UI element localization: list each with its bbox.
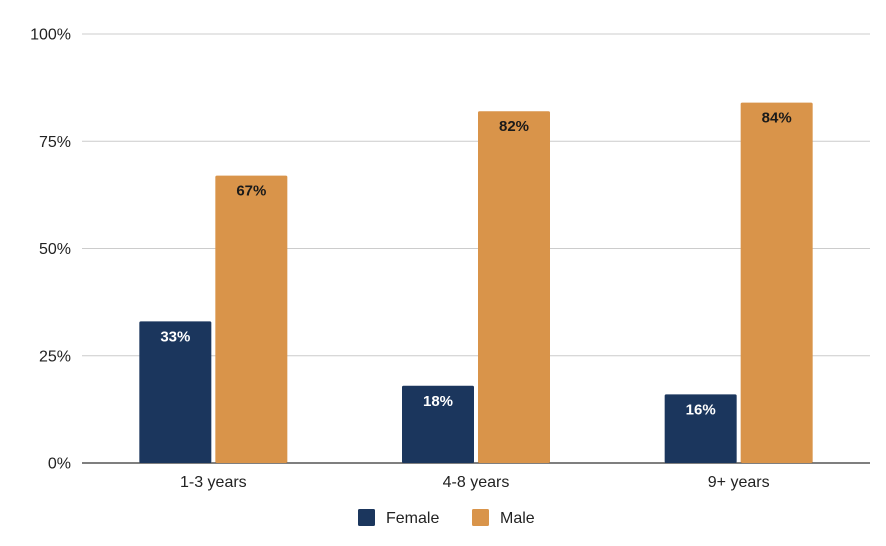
bar-female (139, 321, 212, 463)
gridlines (82, 33, 870, 464)
legend-swatch-female (358, 509, 375, 526)
legend-swatch-male (472, 509, 489, 526)
bar-data-label: 67% (236, 183, 266, 200)
x-category-label: 4-8 years (443, 474, 510, 491)
bar-data-label: 84% (762, 110, 792, 127)
bar-data-labels: 33% 67% 18% 82% 16% 84% (160, 110, 791, 419)
bars (139, 102, 813, 463)
bar-female (664, 394, 737, 463)
y-tick-label: 0% (48, 456, 71, 473)
bar-data-label: 33% (160, 328, 190, 345)
y-tick-label: 75% (39, 134, 71, 151)
x-category-label: 9+ years (708, 474, 770, 491)
y-tick-label: 50% (39, 241, 71, 258)
x-axis-category-labels: 1-3 years 4-8 years 9+ years (180, 474, 770, 491)
legend: Female Male (358, 509, 535, 527)
bar-data-label: 82% (499, 118, 529, 135)
legend-label-female: Female (386, 510, 439, 527)
y-axis-tick-labels: 0% 25% 50% 75% 100% (30, 27, 71, 473)
bar-data-label: 18% (423, 393, 453, 410)
bar-male (740, 102, 813, 463)
y-tick-label: 100% (30, 27, 71, 44)
y-tick-label: 25% (39, 348, 71, 365)
bar-male (478, 111, 550, 463)
bar-data-label: 16% (686, 401, 716, 418)
legend-label-male: Male (500, 510, 535, 527)
bar-male (215, 175, 288, 463)
x-category-label: 1-3 years (180, 474, 247, 491)
bar-female (402, 385, 474, 463)
